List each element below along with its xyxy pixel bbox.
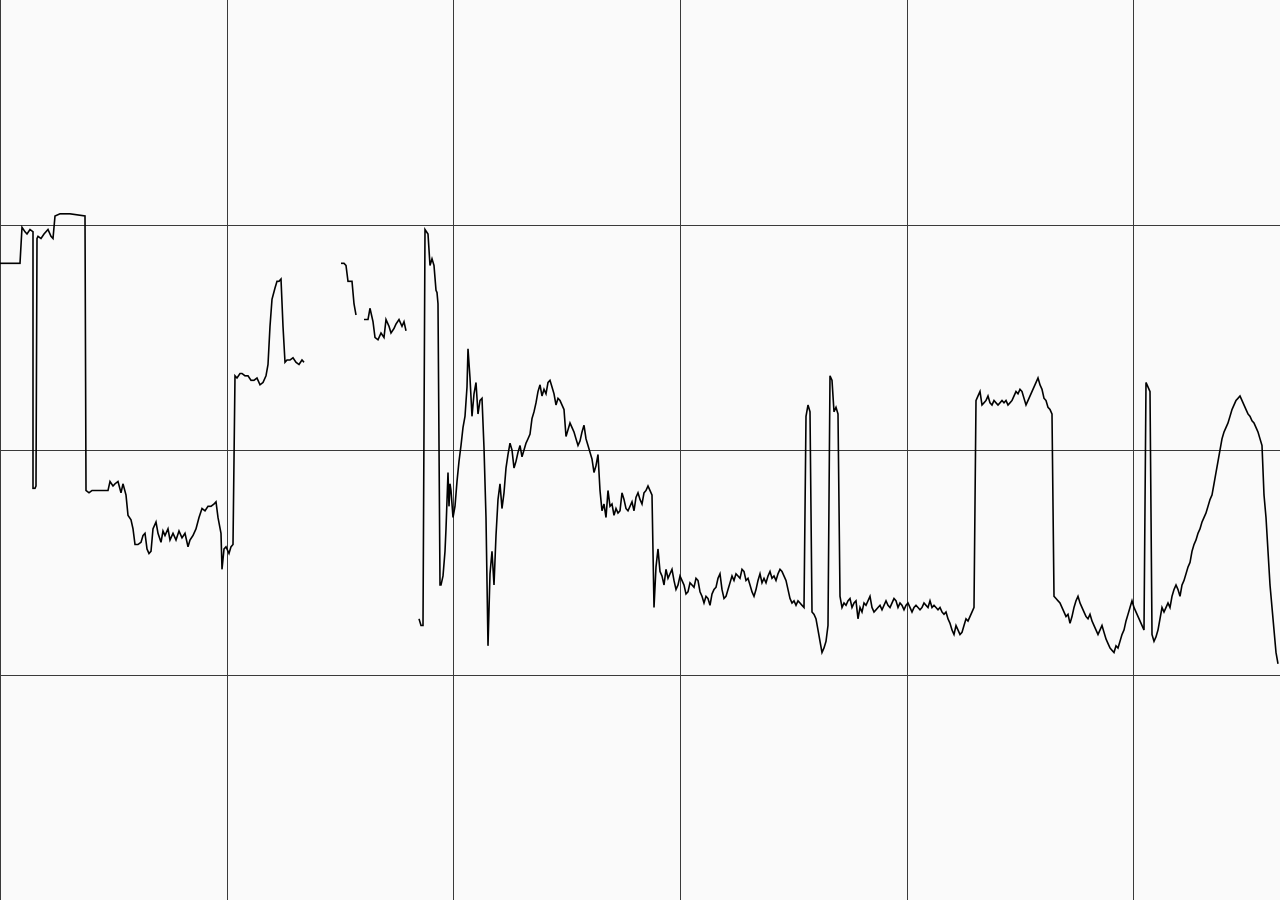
series-0-segment-0 xyxy=(0,213,305,570)
series-0-segment-1 xyxy=(341,262,357,316)
series-0-segment-2 xyxy=(364,308,407,342)
series-0-segment-3 xyxy=(418,226,1279,664)
series-lines xyxy=(0,213,1279,664)
